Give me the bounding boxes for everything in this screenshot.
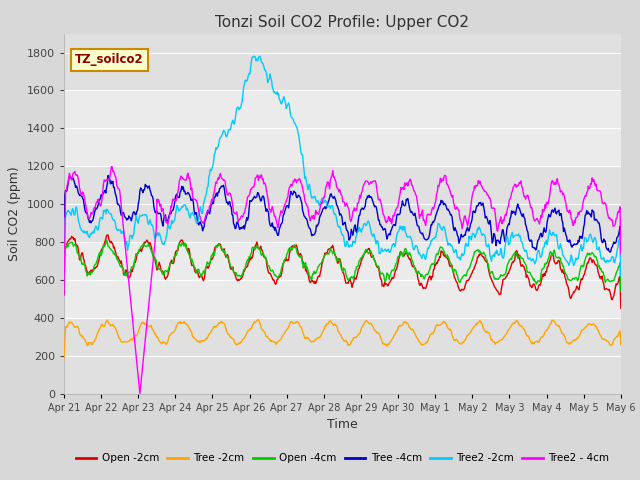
Bar: [64, 242, 621, 318]
Legend: Open -2cm, Tree -2cm, Open -4cm, Tree -4cm, Tree2 -2cm, Tree2 - 4cm: Open -2cm, Tree -2cm, Open -4cm, Tree -4…: [72, 449, 613, 468]
Y-axis label: Soil CO2 (ppm): Soil CO2 (ppm): [8, 166, 21, 261]
X-axis label: Time: Time: [327, 418, 358, 431]
Bar: [64, 90, 621, 166]
Text: TZ_soilco2: TZ_soilco2: [75, 53, 144, 66]
Bar: [64, 166, 621, 242]
Title: Tonzi Soil CO2 Profile: Upper CO2: Tonzi Soil CO2 Profile: Upper CO2: [216, 15, 469, 30]
Bar: [64, 34, 621, 90]
Bar: [64, 318, 621, 394]
